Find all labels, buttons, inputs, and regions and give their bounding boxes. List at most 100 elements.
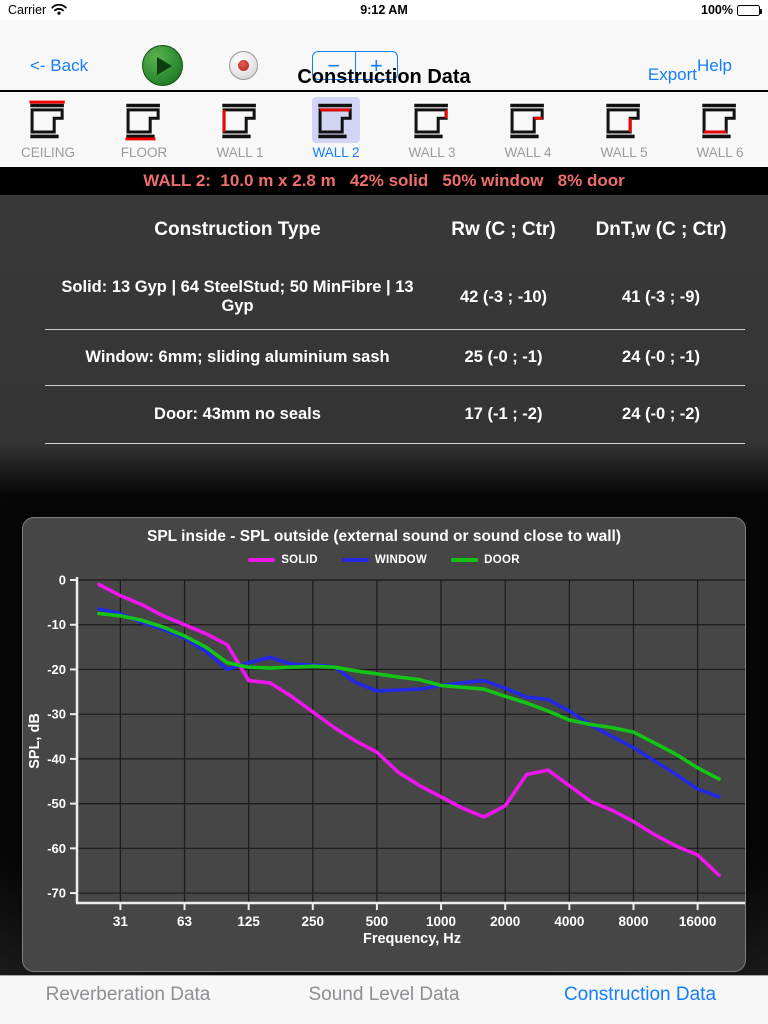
room-plan-icon <box>120 97 168 143</box>
svg-text:0: 0 <box>59 573 66 588</box>
wall-tab-label: WALL 6 <box>696 145 744 160</box>
series-line-window <box>97 607 721 799</box>
stepper-plus-button[interactable]: + <box>369 52 383 78</box>
x-axis-label: Frequency, Hz <box>363 931 461 947</box>
cell-rw: 17 (-1 ; -2) <box>464 405 543 423</box>
wall-tab-wall-1[interactable]: WALL 1 <box>192 92 288 167</box>
wall-tab-label: WALL 5 <box>600 145 648 160</box>
svg-text:31: 31 <box>113 914 129 929</box>
series-line-door <box>97 611 721 781</box>
table-body: Solid: 13 Gyp | 64 SteelStud; 50 MinFibr… <box>45 265 745 444</box>
help-button[interactable]: Help <box>697 56 732 75</box>
svg-text:-40: -40 <box>47 751 66 766</box>
back-button[interactable]: <- Back <box>30 56 89 75</box>
svg-text:2000: 2000 <box>490 914 520 929</box>
record-button[interactable] <box>229 51 258 80</box>
svg-text:125: 125 <box>237 914 260 929</box>
series-line-solid <box>97 582 721 878</box>
svg-text:1000: 1000 <box>426 914 456 929</box>
status-bar: Carrier 9:12 AM 100% <box>0 0 768 20</box>
bottom-tab-reverberation-data[interactable]: Reverberation Data <box>45 984 211 1005</box>
wall-tab-label: WALL 1 <box>216 145 264 160</box>
play-icon <box>157 56 172 75</box>
col-header-rw: Rw (C ; Ctr) <box>451 219 556 240</box>
legend-swatch <box>341 558 369 562</box>
wall-summary-banner: WALL 2: 10.0 m x 2.8 m 42% solid 50% win… <box>0 167 768 195</box>
wall-tab-ceiling[interactable]: CEILING <box>0 92 96 167</box>
cell-construction-type: Window: 6mm; sliding aluminium sash <box>85 348 390 366</box>
svg-text:-70: -70 <box>47 886 66 901</box>
svg-text:4000: 4000 <box>554 914 584 929</box>
toolbar: <- Back − + Help Construction Data Expor… <box>0 20 768 92</box>
chart-axis-ticks <box>70 579 699 910</box>
legend-item-solid: SOLID <box>248 554 318 566</box>
wall-tab-wall-6[interactable]: WALL 6 <box>672 92 768 167</box>
wall-tab-wall-3[interactable]: WALL 3 <box>384 92 480 167</box>
svg-text:500: 500 <box>366 914 389 929</box>
wall-tab-strip: CEILING FLOOR WALL 1 WALL 2 WALL 3 WALL … <box>0 92 768 167</box>
wall-tab-wall-4[interactable]: WALL 4 <box>480 92 576 167</box>
chart-section: SPL inside - SPL outside (external sound… <box>0 497 768 975</box>
wall-tab-label: WALL 2 <box>312 145 360 160</box>
carrier-label: Carrier <box>8 3 47 17</box>
cell-construction-type: Door: 43mm no seals <box>154 405 321 423</box>
room-plan-icon <box>216 97 264 143</box>
col-header-dntw: DnT,w (C ; Ctr) <box>595 219 727 240</box>
room-plan-icon <box>408 97 456 143</box>
clock: 9:12 AM <box>360 3 408 17</box>
legend-swatch <box>451 558 479 562</box>
cell-dntw: 24 (-0 ; -2) <box>622 405 700 423</box>
svg-text:250: 250 <box>302 914 325 929</box>
svg-text:16000: 16000 <box>679 914 717 929</box>
wall-tab-floor[interactable]: FLOOR <box>96 92 192 167</box>
battery-percent: 100% <box>701 3 733 17</box>
bottom-tab-construction-data[interactable]: Construction Data <box>563 984 717 1005</box>
table-row: Door: 43mm no seals 17 (-1 ; -2) 24 (-0 ; … <box>45 386 745 444</box>
svg-text:8000: 8000 <box>618 914 648 929</box>
y-axis-label: SPL, dB <box>27 713 43 769</box>
chart-title: SPL inside - SPL outside (external sound… <box>147 528 621 545</box>
cell-dntw: 24 (-0 ; -1) <box>622 348 700 366</box>
play-button[interactable] <box>142 45 183 86</box>
room-plan-icon <box>24 97 72 143</box>
room-plan-icon <box>600 97 648 143</box>
wall-tab-label: WALL 4 <box>504 145 552 160</box>
bottom-tab-sound-level-data[interactable]: Sound Level Data <box>308 984 460 1005</box>
chart-legend: SOLID WINDOW DOOR <box>23 554 745 566</box>
wifi-icon <box>51 3 67 18</box>
svg-text:-30: -30 <box>47 707 66 722</box>
cell-rw: 42 (-3 ; -10) <box>459 287 548 306</box>
legend-item-door: DOOR <box>451 554 520 566</box>
battery-icon <box>737 4 762 16</box>
wall-tab-label: FLOOR <box>120 145 168 160</box>
col-header-construction-type: Construction Type <box>154 219 321 240</box>
spl-chart: 0 -10 -20 -30 -40 -50 -60 -70 31 63 125 250 500 1000 2… <box>27 573 745 947</box>
wall-tab-wall-5[interactable]: WALL 5 <box>576 92 672 167</box>
page-title: Construction Data <box>297 66 471 88</box>
record-icon <box>238 60 249 71</box>
bottom-tab-bar: Reverberation Data Sound Level Data Constr… <box>0 975 768 1024</box>
legend-swatch <box>248 558 276 562</box>
export-button[interactable]: Export <box>647 65 697 84</box>
legend-item-window: WINDOW <box>341 554 427 566</box>
table-row: Solid: 13 Gyp | 64 SteelStud; 50 MinFibr… <box>45 265 745 330</box>
svg-text:-60: -60 <box>47 841 66 856</box>
svg-text:-50: -50 <box>47 796 66 811</box>
svg-text:-20: -20 <box>47 662 66 677</box>
room-plan-icon <box>312 97 360 143</box>
svg-text:-10: -10 <box>47 617 66 632</box>
construction-table: Construction Type Rw (C ; Ctr) DnT,w (C … <box>0 195 768 497</box>
y-tick-labels: 0 -10 -20 -30 -40 -50 -60 -70 <box>47 573 66 901</box>
x-tick-labels: 31 63 125 250 500 1000 2000 4000 8000 16000 <box>113 914 717 929</box>
stepper-minus-button[interactable]: − <box>313 52 356 79</box>
room-plan-icon <box>696 97 744 143</box>
zoom-stepper: − + <box>312 51 398 80</box>
chart-gridlines <box>78 579 745 902</box>
cell-construction-type: Solid: 13 Gyp | 64 SteelStud; 50 MinFibr… <box>61 278 414 315</box>
legend-label: DOOR <box>484 554 520 566</box>
spl-chart-panel: SPL inside - SPL outside (external sound… <box>22 517 746 972</box>
table-header-row: Construction Type Rw (C ; Ctr) DnT,w (C … <box>45 195 745 265</box>
wall-tab-wall-2[interactable]: WALL 2 <box>288 92 384 167</box>
wall-tab-label: WALL 3 <box>408 145 456 160</box>
